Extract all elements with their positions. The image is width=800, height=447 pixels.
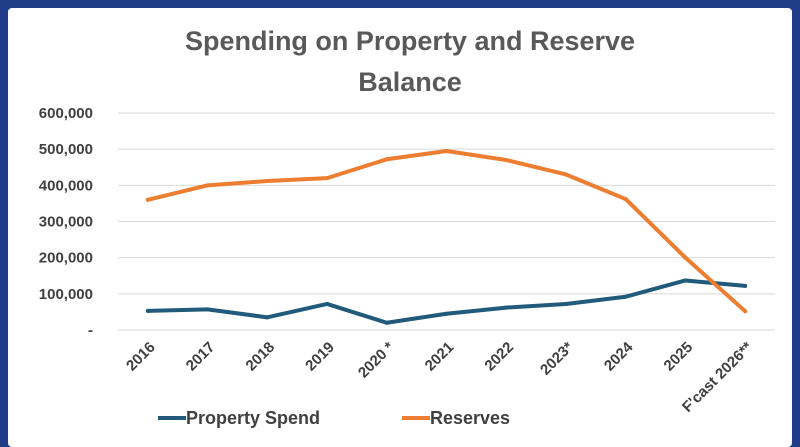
x-tick-label: 2025 [661, 339, 697, 375]
y-axis-ticks: - 100,000 200,000 300,000 400,000 500,000 600,… [39, 105, 93, 339]
chart-card: Spending on Property and Reserve Balance… [8, 8, 792, 447]
data-point [445, 149, 449, 153]
data-point [624, 197, 628, 201]
x-tick-label: 2019 [302, 339, 338, 375]
data-point [743, 284, 747, 288]
data-point [146, 198, 150, 202]
y-tick-label: 100,000 [39, 286, 93, 303]
data-point [206, 183, 210, 187]
data-point [265, 179, 269, 183]
series-line-property-spend [148, 280, 745, 322]
chart-title-line-2: Balance [358, 67, 462, 97]
x-tick-label: 2021 [422, 339, 458, 375]
y-tick-label: - [88, 322, 93, 339]
data-point [325, 302, 329, 306]
y-tick-label: 500,000 [39, 141, 93, 158]
data-point [564, 302, 568, 306]
y-tick-label: 400,000 [39, 177, 93, 194]
data-point [683, 256, 687, 260]
data-point [385, 321, 389, 325]
legend: Property Spend Reserves [158, 408, 510, 428]
x-tick-label: 2017 [183, 339, 219, 375]
data-point [743, 309, 747, 313]
data-point [564, 172, 568, 176]
y-tick-label: 300,000 [39, 214, 93, 231]
data-point [445, 312, 449, 316]
legend-label: Reserves [430, 408, 510, 428]
legend-label: Property Spend [186, 408, 320, 428]
y-tick-label: 600,000 [39, 105, 93, 122]
data-point [265, 315, 269, 319]
x-tick-label: 2022 [481, 339, 517, 375]
gridlines [118, 113, 775, 330]
data-point [504, 306, 508, 310]
data-point [325, 176, 329, 180]
data-point [206, 307, 210, 311]
data-point [146, 309, 150, 313]
x-tick-label: 2024 [601, 338, 637, 374]
line-chart: Spending on Property and Reserve Balance… [8, 8, 792, 447]
y-tick-label: 200,000 [39, 250, 93, 267]
x-tick-label: 2023* [537, 339, 577, 379]
data-point [683, 278, 687, 282]
chart-title-line-1: Spending on Property and Reserve [185, 26, 635, 56]
x-tick-label: 2018 [243, 339, 279, 375]
x-tick-label: 2016 [123, 339, 159, 375]
data-point [624, 295, 628, 299]
data-point [385, 157, 389, 161]
data-point [504, 158, 508, 162]
series-lines [146, 149, 747, 325]
x-tick-label: 2020 * [355, 339, 398, 382]
x-axis-ticks: 2016 2017 2018 2019 2020 * 2021 2022 2023* 2024 2… [123, 338, 756, 416]
